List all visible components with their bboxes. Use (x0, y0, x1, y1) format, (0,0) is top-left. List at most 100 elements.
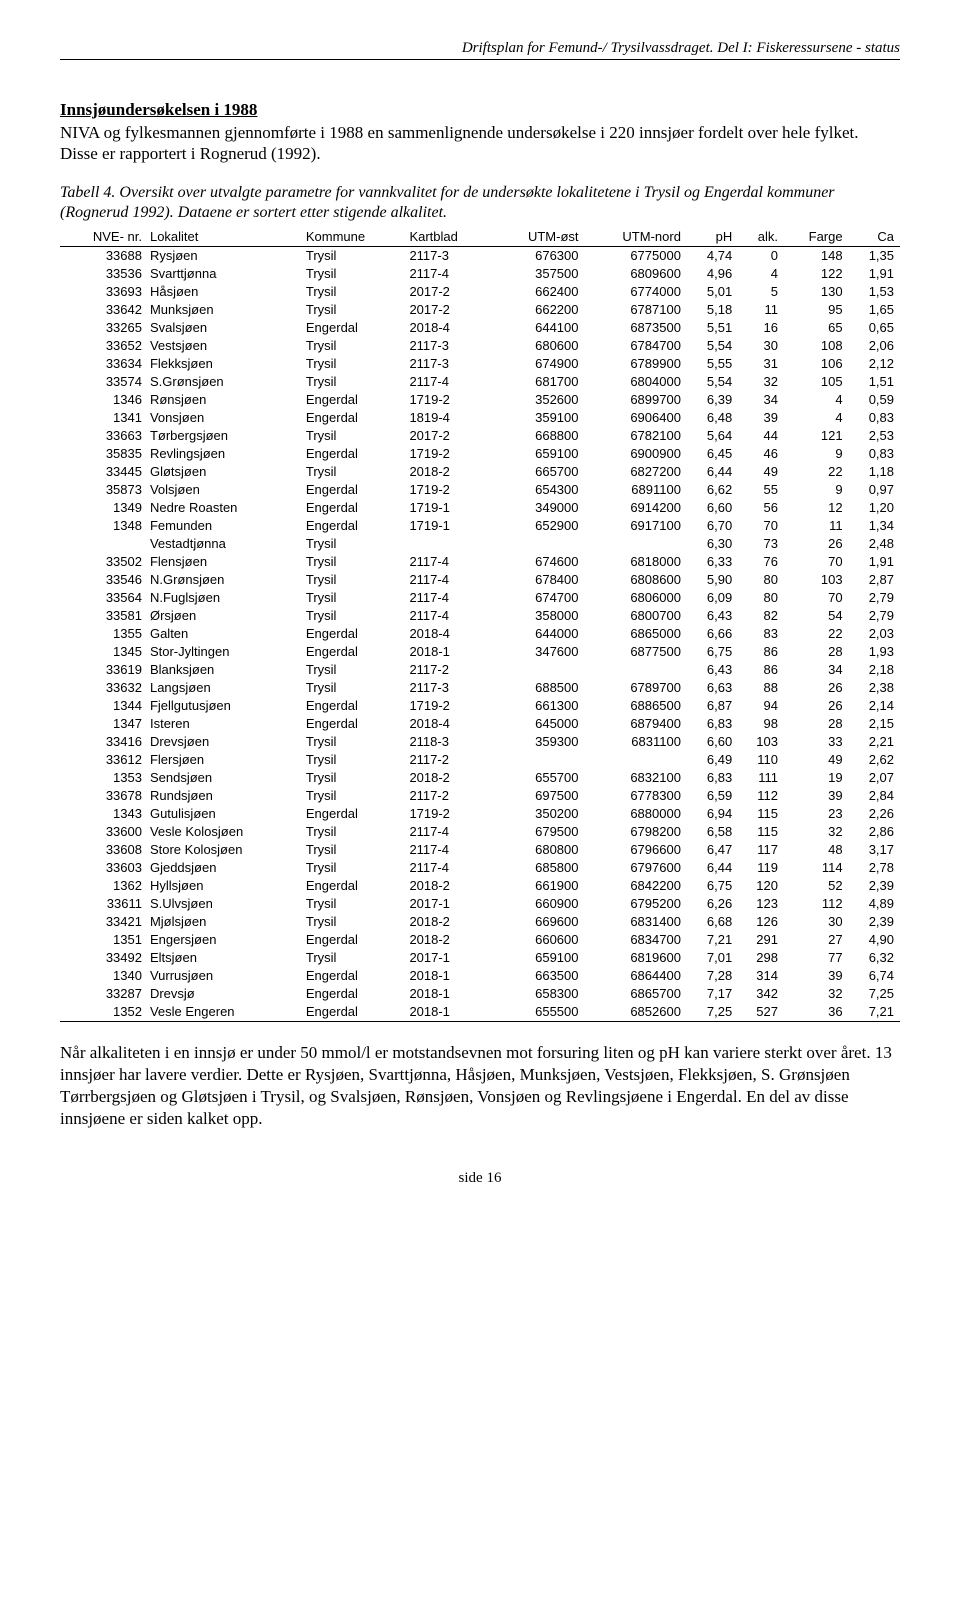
table-row: 1341VonsjøenEngerdal1819-435910069064006… (60, 409, 900, 427)
table-cell: 349000 (494, 499, 584, 517)
table-row: 33693HåsjøenTrysil2017-266240067740005,0… (60, 283, 900, 301)
table-cell: 669600 (494, 913, 584, 931)
table-row: 1348FemundenEngerdal1719-165290069171006… (60, 517, 900, 535)
table-cell: 6865700 (585, 985, 687, 1003)
table-cell: 33663 (60, 427, 148, 445)
table-cell: 70 (738, 517, 784, 535)
table-cell: 2017-1 (407, 949, 494, 967)
table-cell: Trysil (304, 535, 408, 553)
table-cell: 1,51 (849, 373, 900, 391)
table-cell: N.Fuglsjøen (148, 589, 304, 607)
table-row: 1353SendsjøenTrysil2018-265570068321006,… (60, 769, 900, 787)
table-cell (494, 535, 584, 553)
table-cell: 2117-4 (407, 823, 494, 841)
table-cell: Vonsjøen (148, 409, 304, 427)
table-cell: 4,89 (849, 895, 900, 913)
table-cell: 1348 (60, 517, 148, 535)
table-cell: 33600 (60, 823, 148, 841)
table-cell: 2017-2 (407, 301, 494, 319)
table-cell: Engersjøen (148, 931, 304, 949)
table-cell: Gjeddsjøen (148, 859, 304, 877)
table-row: 33502FlensjøenTrysil2117-467460068180006… (60, 553, 900, 571)
table-cell: 659100 (494, 445, 584, 463)
column-header: pH (687, 227, 738, 247)
table-cell: 1353 (60, 769, 148, 787)
table-cell: 2017-2 (407, 427, 494, 445)
table-cell: 2,03 (849, 625, 900, 643)
table-cell: 1341 (60, 409, 148, 427)
column-header: Kartblad (407, 227, 494, 247)
table-cell: 55 (738, 481, 784, 499)
table-cell: 6774000 (585, 283, 687, 301)
table-cell: 121 (784, 427, 849, 445)
table-cell: Trysil (304, 913, 408, 931)
table-row: 1346RønsjøenEngerdal1719-235260068997006… (60, 391, 900, 409)
table-cell: 5 (738, 283, 784, 301)
table-cell: 1344 (60, 697, 148, 715)
column-header: Kommune (304, 227, 408, 247)
table-cell: 674700 (494, 589, 584, 607)
table-cell: 76 (738, 553, 784, 571)
table-cell: 32 (738, 373, 784, 391)
table-cell: 645000 (494, 715, 584, 733)
table-cell: 1,53 (849, 283, 900, 301)
table-cell: 83 (738, 625, 784, 643)
table-cell: 1719-2 (407, 805, 494, 823)
table-cell: 112 (784, 895, 849, 913)
table-cell: 688500 (494, 679, 584, 697)
table-cell: 6,66 (687, 625, 738, 643)
table-cell: 95 (784, 301, 849, 319)
table-cell: 668800 (494, 427, 584, 445)
column-header: Ca (849, 227, 900, 247)
table-cell: 6879400 (585, 715, 687, 733)
table-row: VestadtjønnaTrysil6,3073262,48 (60, 535, 900, 553)
table-cell: 6,83 (687, 715, 738, 733)
table-cell: 2117-4 (407, 265, 494, 283)
table-cell: 6864400 (585, 967, 687, 985)
table-cell: Engerdal (304, 481, 408, 499)
table-cell: 6,87 (687, 697, 738, 715)
table-cell: 52 (784, 877, 849, 895)
table-cell: 2,12 (849, 355, 900, 373)
table-cell: 2018-1 (407, 643, 494, 661)
table-cell: 117 (738, 841, 784, 859)
table-row: 33642MunksjøenTrysil2017-266220067871005… (60, 301, 900, 319)
table-cell: 6819600 (585, 949, 687, 967)
table-row: 33416DrevsjøenTrysil2118-335930068311006… (60, 733, 900, 751)
column-header: alk. (738, 227, 784, 247)
table-cell: 6,43 (687, 661, 738, 679)
table-cell: Flekksjøen (148, 355, 304, 373)
table-cell: 80 (738, 571, 784, 589)
table-cell: 658300 (494, 985, 584, 1003)
table-cell: Håsjøen (148, 283, 304, 301)
table-row: 33678RundsjøenTrysil2117-269750067783006… (60, 787, 900, 805)
table-cell: 6,26 (687, 895, 738, 913)
table-cell: 2018-1 (407, 967, 494, 985)
table-cell: Engerdal (304, 499, 408, 517)
table-cell: Engerdal (304, 931, 408, 949)
table-cell: Volsjøen (148, 481, 304, 499)
table-cell: Trysil (304, 301, 408, 319)
table-row: 1351EngersjøenEngerdal2018-2660600683470… (60, 931, 900, 949)
table-row: 33287DrevsjøEngerdal2018-165830068657007… (60, 985, 900, 1003)
table-cell: 2018-2 (407, 463, 494, 481)
table-cell: 0,59 (849, 391, 900, 409)
table-cell: 5,54 (687, 373, 738, 391)
table-cell: Svalsjøen (148, 319, 304, 337)
table-cell: 23 (784, 805, 849, 823)
table-cell: Engerdal (304, 391, 408, 409)
table-cell: Vesle Kolosjøen (148, 823, 304, 841)
table-cell: Blanksjøen (148, 661, 304, 679)
table-cell: 33502 (60, 553, 148, 571)
table-cell: 6,63 (687, 679, 738, 697)
table-cell: 103 (784, 571, 849, 589)
table-row: 1352Vesle EngerenEngerdal2018-1655500685… (60, 1003, 900, 1022)
table-cell: 663500 (494, 967, 584, 985)
table-cell: Svarttjønna (148, 265, 304, 283)
table-cell: 94 (738, 697, 784, 715)
table-cell: 2117-4 (407, 607, 494, 625)
table-cell: 27 (784, 931, 849, 949)
table-cell (60, 535, 148, 553)
table-cell: 49 (784, 751, 849, 769)
table-cell: 1347 (60, 715, 148, 733)
